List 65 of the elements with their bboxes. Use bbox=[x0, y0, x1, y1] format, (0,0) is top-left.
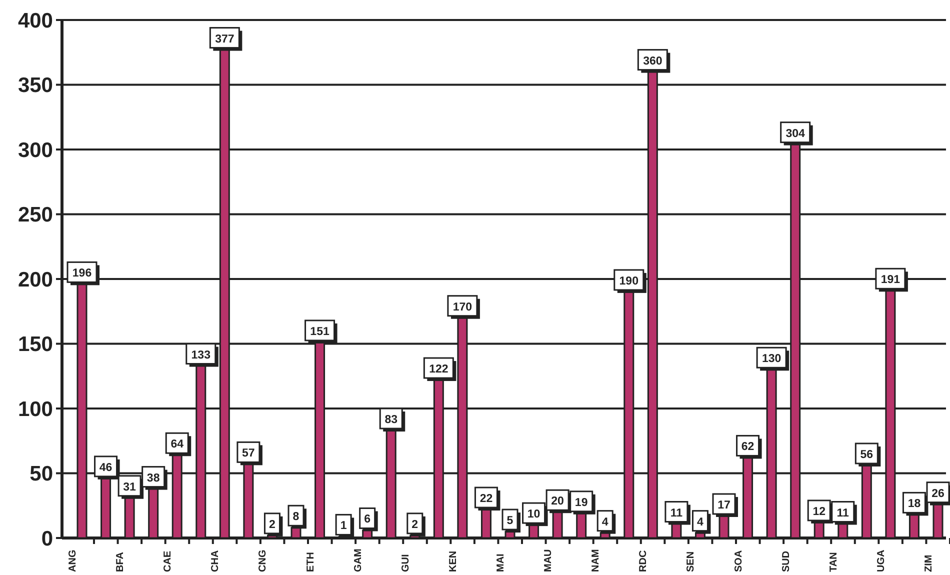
y-tick-label: 350 bbox=[18, 74, 53, 98]
data-label: 64 bbox=[170, 438, 184, 451]
x-tick-label: SUD bbox=[780, 550, 792, 572]
data-label: 1 bbox=[340, 520, 348, 532]
data-label: 56 bbox=[860, 448, 874, 461]
data-label: 4 bbox=[697, 516, 704, 528]
data-label: 2 bbox=[269, 518, 276, 531]
y-tick-label: 250 bbox=[18, 204, 53, 227]
y-tick-label: 50 bbox=[30, 462, 53, 486]
data-label: 20 bbox=[551, 496, 564, 508]
x-tick-label: GUI bbox=[400, 554, 412, 572]
data-label: 8 bbox=[292, 511, 300, 524]
data-label: 12 bbox=[812, 506, 826, 518]
data-label: 196 bbox=[72, 268, 92, 280]
data-label: 62 bbox=[741, 441, 754, 454]
data-label: 190 bbox=[619, 275, 638, 288]
x-tick-label: NAM bbox=[590, 549, 602, 572]
data-label: 11 bbox=[836, 507, 850, 520]
y-tick-label: 150 bbox=[18, 333, 53, 356]
x-tick-label: SOA bbox=[733, 550, 744, 572]
y-tick-label: 100 bbox=[18, 398, 53, 421]
data-label: 38 bbox=[146, 472, 160, 484]
x-tick-label: CHA bbox=[210, 550, 222, 572]
data-label: 22 bbox=[480, 493, 493, 506]
data-label: 4 bbox=[602, 516, 609, 528]
data-label: 26 bbox=[932, 488, 944, 500]
data-label: 18 bbox=[908, 498, 922, 510]
data-label: 170 bbox=[452, 301, 472, 314]
x-tick-label: ETH bbox=[305, 552, 316, 572]
y-tick-label: 0 bbox=[41, 527, 53, 550]
data-label: 11 bbox=[670, 507, 684, 520]
x-tick-label: BFA bbox=[115, 552, 126, 572]
x-tick-label: MAI bbox=[496, 553, 506, 572]
data-label: 122 bbox=[429, 364, 448, 376]
data-label: 151 bbox=[310, 326, 330, 338]
x-tick-label: MAU bbox=[543, 549, 554, 572]
data-label: 304 bbox=[786, 128, 806, 140]
data-label: 377 bbox=[215, 33, 234, 46]
data-label: 83 bbox=[384, 414, 398, 426]
x-tick-label: KEN bbox=[448, 550, 459, 572]
x-tick-label: RDC bbox=[638, 550, 650, 572]
data-label: 133 bbox=[191, 349, 210, 362]
data-label: 130 bbox=[762, 353, 782, 366]
data-label: 46 bbox=[99, 462, 112, 474]
x-tick-label: UGA bbox=[876, 550, 887, 572]
data-label: 19 bbox=[574, 496, 588, 509]
x-tick-label: CNG bbox=[258, 550, 269, 572]
data-label: 5 bbox=[506, 515, 514, 528]
data-label: 57 bbox=[242, 448, 255, 460]
x-tick-label: SEN bbox=[686, 551, 697, 572]
x-tick-label: TAN bbox=[828, 552, 840, 572]
data-label: 2 bbox=[412, 518, 418, 531]
y-tick-label: 200 bbox=[18, 268, 53, 292]
x-tick-label: ZIM bbox=[924, 554, 934, 572]
x-tick-label: CAE bbox=[162, 550, 174, 572]
data-label: 31 bbox=[123, 481, 137, 494]
data-label: 10 bbox=[527, 508, 540, 521]
x-tick-label: ANG bbox=[68, 550, 78, 572]
y-tick-label: 400 bbox=[18, 9, 53, 32]
data-label: 191 bbox=[880, 274, 901, 286]
data-label: 6 bbox=[364, 514, 371, 526]
data-label: 360 bbox=[643, 55, 662, 68]
data-label: 17 bbox=[718, 499, 730, 512]
x-tick-label: GAM bbox=[352, 548, 364, 572]
y-tick-label: 300 bbox=[18, 138, 53, 162]
